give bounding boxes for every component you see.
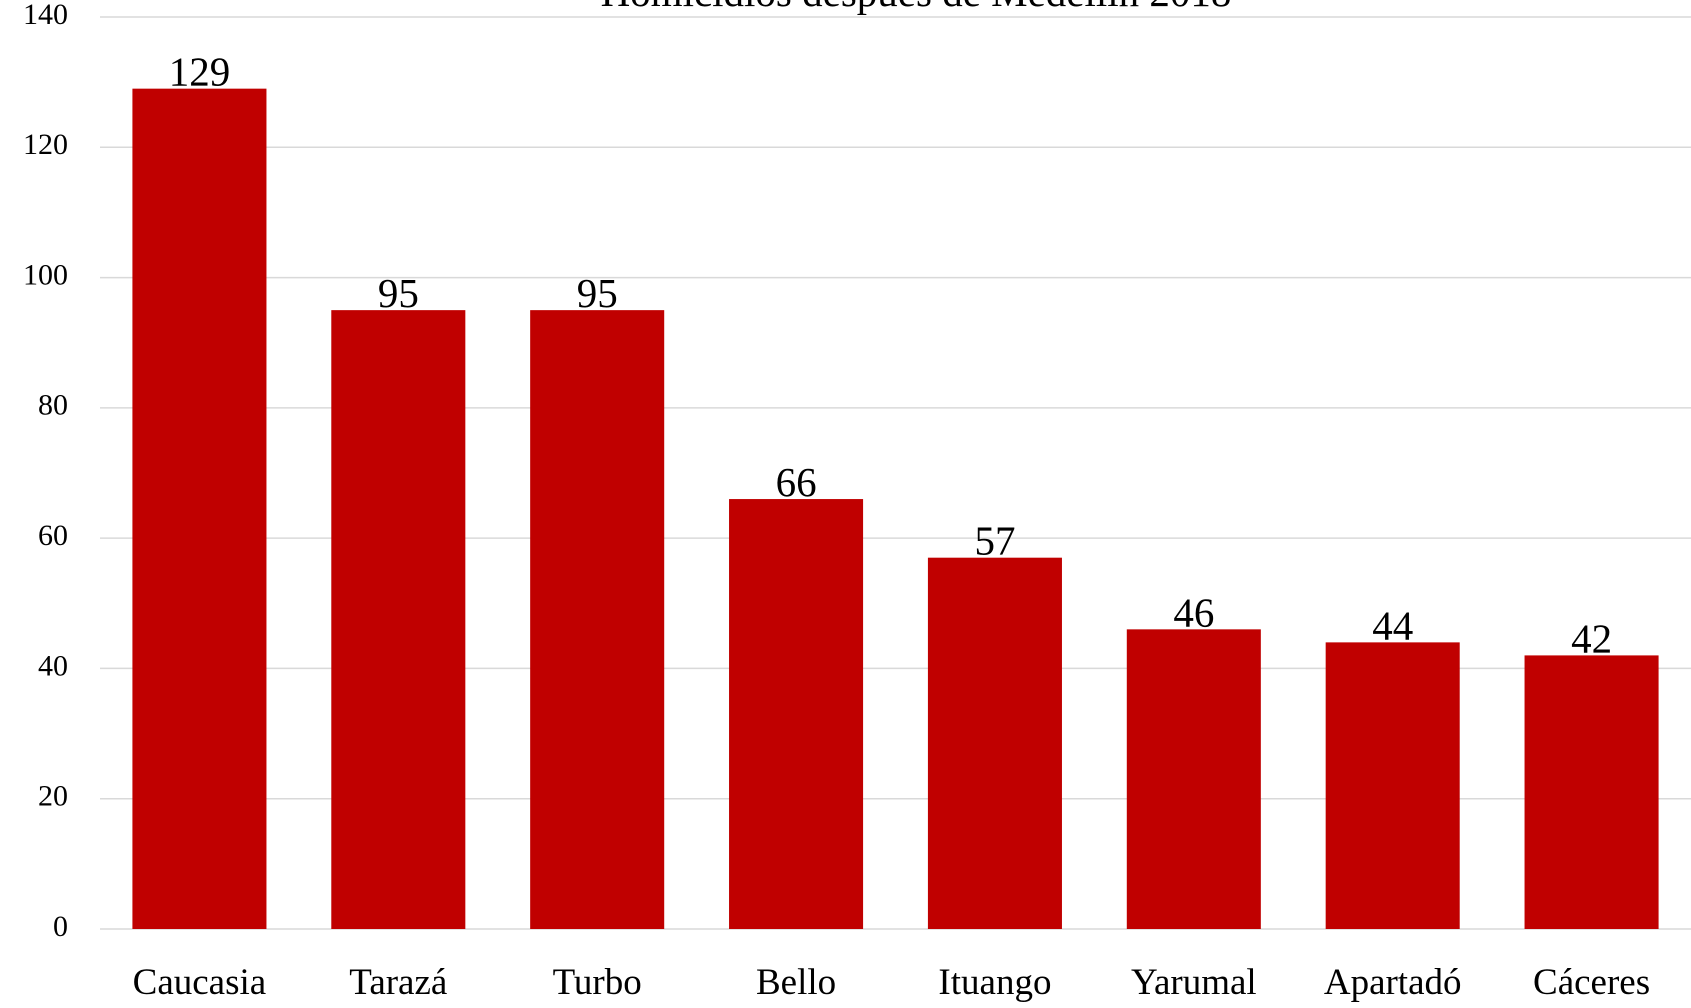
y-tick-label: 80 bbox=[38, 389, 68, 422]
value-label: 44 bbox=[1372, 602, 1413, 648]
bar bbox=[331, 310, 466, 930]
bar bbox=[1126, 629, 1261, 929]
bar bbox=[1325, 642, 1460, 929]
chart-title: Homicidios después de Medellín 2018 bbox=[601, 0, 1232, 15]
y-tick-label: 120 bbox=[23, 128, 68, 161]
bar bbox=[927, 557, 1062, 929]
value-label: 66 bbox=[776, 459, 817, 505]
y-tick-label: 60 bbox=[38, 519, 68, 552]
y-tick-label: 40 bbox=[38, 649, 68, 682]
y-tick-label: 100 bbox=[23, 258, 68, 291]
value-label: 42 bbox=[1571, 615, 1612, 661]
bar bbox=[1524, 655, 1659, 929]
value-label: 95 bbox=[577, 270, 618, 316]
x-tick-label: Cáceres bbox=[1533, 962, 1650, 1003]
y-tick-label: 0 bbox=[53, 910, 68, 943]
x-tick-label: Bello bbox=[756, 962, 836, 1003]
bar bbox=[132, 88, 267, 929]
value-label: 57 bbox=[974, 518, 1015, 564]
y-tick-label: 20 bbox=[38, 780, 68, 813]
value-label: 95 bbox=[378, 270, 419, 316]
x-tick-label: Turbo bbox=[553, 962, 642, 1003]
bar bbox=[729, 499, 864, 929]
x-tick-label: Ituango bbox=[938, 962, 1051, 1003]
x-tick-label: Yarumal bbox=[1131, 962, 1257, 1003]
bar bbox=[530, 310, 665, 930]
x-tick-label: Tarazá bbox=[349, 962, 447, 1003]
value-label: 129 bbox=[169, 49, 231, 95]
x-tick-label: Caucasia bbox=[133, 962, 267, 1003]
x-tick-label: Apartadó bbox=[1324, 962, 1462, 1003]
value-label: 46 bbox=[1173, 589, 1214, 635]
y-tick-label: 140 bbox=[23, 0, 68, 31]
